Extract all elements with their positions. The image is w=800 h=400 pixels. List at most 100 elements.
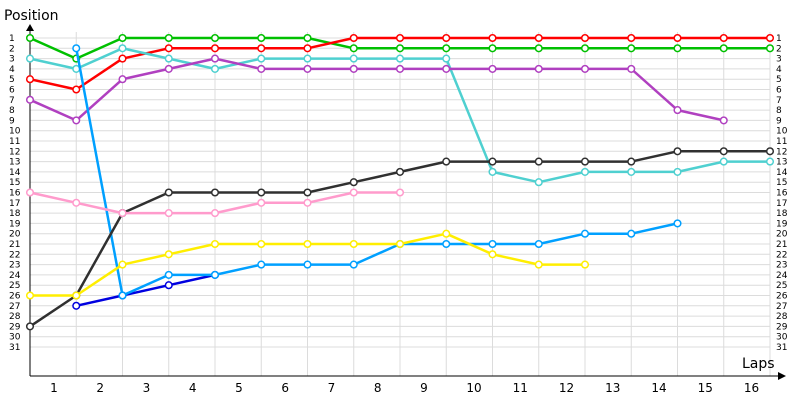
series-point [210, 33, 220, 43]
y-tick-label: 3 [9, 55, 15, 65]
x-tick-label: 11 [513, 381, 528, 395]
y-tick-label: 24 [9, 271, 21, 281]
series-point [627, 229, 636, 238]
series-point [673, 167, 682, 176]
end-label: 13 [776, 158, 787, 168]
x-tick-label: 10 [466, 381, 481, 395]
end-label: 25 [776, 281, 787, 291]
series-point [395, 64, 405, 73]
x-tick-label: 5 [235, 381, 243, 395]
series-point [210, 64, 220, 73]
series-point [164, 270, 173, 279]
series-point [164, 64, 173, 73]
series-point [719, 147, 728, 156]
series-point [349, 188, 358, 197]
series-point [210, 209, 220, 218]
series-point [25, 95, 35, 104]
y-tick-label: 14 [9, 168, 21, 178]
end-label: 19 [776, 219, 788, 229]
series-point [395, 44, 405, 53]
x-axis-title: Laps [742, 356, 775, 372]
x-tick-label: 14 [651, 381, 666, 395]
series-point [210, 54, 220, 63]
series-point [118, 54, 127, 63]
y-tick-label: 27 [9, 302, 20, 312]
series-point [25, 188, 35, 197]
series-point [442, 229, 451, 238]
series-point [765, 44, 775, 53]
y-tick-label: 6 [9, 86, 15, 96]
series-point [488, 44, 497, 53]
series-point [580, 44, 590, 53]
series-line [29, 57, 725, 122]
series-lines [25, 33, 775, 331]
series-point [580, 157, 590, 166]
series-point [164, 209, 173, 218]
series-point [257, 54, 266, 63]
x-tick-label: 16 [744, 381, 759, 395]
series-point [118, 260, 127, 269]
y-tick-label: 23 [9, 261, 20, 271]
series-point [534, 260, 543, 269]
end-label: 10 [776, 127, 788, 137]
end-label: 16 [776, 189, 788, 199]
series-point [627, 64, 636, 73]
series-line [75, 273, 216, 308]
y-tick-label: 2 [9, 44, 15, 54]
series-point [627, 167, 636, 176]
x-tick-label: 9 [420, 381, 428, 395]
series-point [488, 157, 497, 166]
end-label: 2 [776, 44, 782, 54]
series-point [303, 239, 312, 249]
series-point [210, 188, 220, 197]
y-tick-label: 17 [9, 199, 20, 209]
end-label: 7 [776, 96, 782, 106]
series-point [349, 239, 358, 249]
series-point [395, 33, 405, 43]
series-point [673, 106, 682, 115]
series-point [25, 322, 35, 331]
end-label: 20 [776, 230, 788, 240]
axes [26, 24, 786, 380]
series-point [257, 44, 266, 53]
y-tick-label: 30 [9, 333, 21, 343]
series-point [534, 157, 543, 166]
series-point [580, 229, 590, 238]
end-label: 11 [776, 137, 787, 147]
series-point [118, 44, 127, 53]
series-point [25, 291, 35, 300]
series-point [719, 33, 728, 43]
x-tick-label: 12 [559, 381, 574, 395]
series-point [442, 64, 451, 73]
y-tick-label: 25 [9, 281, 20, 291]
series-point [72, 85, 81, 94]
series-point [72, 116, 81, 125]
y-tick-label: 7 [9, 96, 15, 106]
end-label: 6 [776, 86, 782, 96]
series-point [488, 167, 497, 176]
series-point [673, 147, 682, 156]
tick-labels: 1234567891011121314151617181920212223242… [9, 34, 788, 395]
end-label: 26 [776, 292, 788, 302]
series-point [534, 178, 543, 187]
series-point [488, 239, 497, 249]
y-axis-arrow [26, 24, 34, 31]
series-point [534, 33, 543, 43]
x-tick-label: 7 [328, 381, 336, 395]
series-point [25, 54, 35, 63]
series-point [257, 64, 266, 73]
end-label: 17 [776, 199, 787, 209]
series-point [534, 64, 543, 73]
y-tick-label: 4 [9, 65, 15, 75]
series-point [765, 33, 775, 43]
series-point [210, 270, 220, 279]
x-tick-label: 15 [698, 381, 713, 395]
series-point [488, 33, 497, 43]
series-point [303, 198, 312, 207]
series [25, 54, 728, 125]
x-tick-label: 8 [374, 381, 382, 395]
series-point [580, 260, 590, 269]
series-point [72, 44, 81, 53]
series-point [164, 54, 173, 63]
